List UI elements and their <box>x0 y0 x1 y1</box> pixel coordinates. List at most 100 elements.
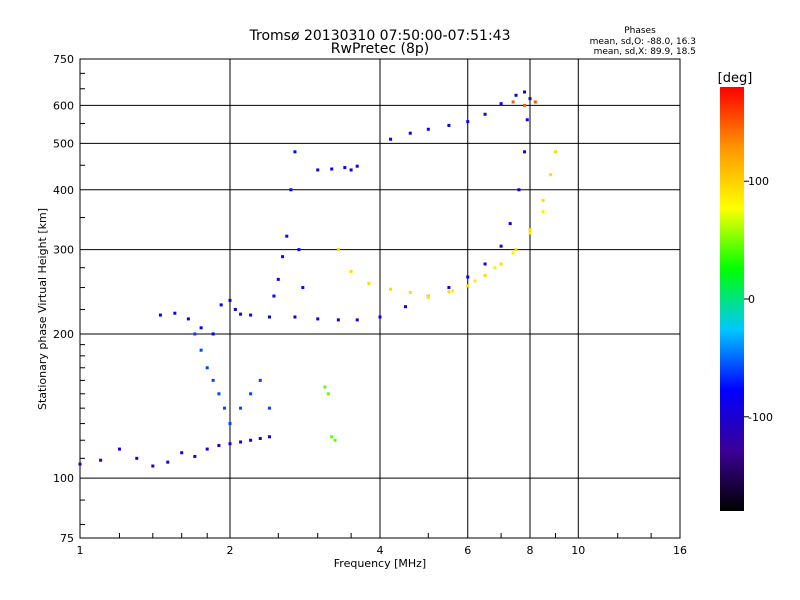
data-point <box>211 332 215 336</box>
data-point <box>205 366 209 370</box>
data-point <box>223 406 227 410</box>
data-point <box>523 90 527 94</box>
data-point <box>217 443 221 447</box>
data-point <box>239 440 243 444</box>
data-point <box>205 447 209 451</box>
colorbar-tick-label: -100 <box>748 411 773 424</box>
data-point <box>499 262 503 266</box>
data-point <box>514 248 518 252</box>
x-tick-label: 8 <box>527 544 534 557</box>
data-point <box>267 315 271 319</box>
data-point <box>451 289 455 293</box>
data-point <box>466 120 470 124</box>
data-point <box>483 262 487 266</box>
data-point <box>199 326 203 330</box>
x-tick-label: 2 <box>227 544 234 557</box>
data-points <box>78 90 557 468</box>
y-tick-label: 200 <box>53 328 74 341</box>
data-point <box>158 313 162 317</box>
data-point <box>523 150 527 154</box>
data-point <box>166 460 170 464</box>
data-point <box>330 435 334 439</box>
data-point <box>217 392 221 396</box>
data-point <box>528 228 532 232</box>
data-point <box>233 307 237 311</box>
data-point <box>533 100 537 104</box>
data-point <box>466 275 470 279</box>
data-point <box>426 296 430 300</box>
data-point <box>239 312 243 316</box>
data-point <box>239 406 243 410</box>
y-tick-label: 400 <box>53 184 74 197</box>
chart-subtitle: RwPretec (8p) <box>331 41 429 57</box>
data-point <box>525 118 529 122</box>
colorbar-label: [deg] <box>718 71 753 86</box>
data-point <box>258 378 262 382</box>
data-point <box>289 188 293 192</box>
phase-stats-o-mode: mean, sd,O: -88.0, 16.3 <box>590 37 696 47</box>
data-point <box>267 435 271 439</box>
data-point <box>499 244 503 248</box>
data-point <box>517 188 521 192</box>
phase-stats-heading: Phases <box>624 26 656 36</box>
data-point <box>186 317 190 321</box>
data-point <box>249 313 253 317</box>
data-point <box>249 438 253 442</box>
data-point <box>466 284 470 288</box>
x-axis-label: Frequency [MHz] <box>334 557 426 570</box>
x-tick-label: 10 <box>571 544 585 557</box>
data-point <box>272 294 276 298</box>
data-point <box>541 210 545 214</box>
data-point <box>349 168 353 172</box>
data-point <box>511 100 515 104</box>
y-tick-label: 100 <box>53 472 74 485</box>
data-point <box>326 392 330 396</box>
data-point <box>528 97 532 101</box>
data-point <box>553 150 557 154</box>
data-point <box>508 222 512 226</box>
data-point <box>78 462 82 466</box>
data-point <box>447 286 451 290</box>
data-point <box>408 291 412 295</box>
y-tick-label: 750 <box>53 53 74 66</box>
data-point <box>343 166 347 170</box>
data-point <box>281 255 285 259</box>
data-point <box>117 447 121 451</box>
y-axis-label: Stationary phase Virtual Height [km] <box>36 208 49 410</box>
data-point <box>219 303 223 307</box>
data-point <box>528 231 532 235</box>
y-tick-label: 75 <box>60 532 74 545</box>
data-point <box>276 277 280 281</box>
data-point <box>330 167 334 171</box>
data-point <box>316 317 320 321</box>
data-point <box>151 464 155 468</box>
data-point <box>483 273 487 277</box>
data-point <box>355 164 359 168</box>
colorbar <box>720 87 744 511</box>
data-point <box>228 422 232 426</box>
x-tick-label: 16 <box>673 544 687 557</box>
data-point <box>285 234 289 238</box>
y-tick-label: 500 <box>53 137 74 150</box>
data-point <box>408 131 412 135</box>
data-point <box>514 93 518 97</box>
data-point <box>336 248 340 252</box>
data-point <box>323 385 327 389</box>
data-point <box>378 315 382 319</box>
data-point <box>493 266 497 270</box>
x-tick-label: 6 <box>464 544 471 557</box>
data-point <box>199 348 203 352</box>
data-point <box>173 311 177 315</box>
data-point <box>367 281 371 285</box>
y-tick-label: 600 <box>53 99 74 112</box>
data-point <box>499 102 503 106</box>
phase-stats-x-mode: mean, sd,X: 89.9, 18.5 <box>594 47 696 57</box>
data-point <box>293 150 297 154</box>
data-point <box>301 286 305 290</box>
y-tick-label: 300 <box>53 244 74 257</box>
grid-lines <box>80 59 680 538</box>
data-point <box>99 458 103 462</box>
data-point <box>523 103 527 107</box>
data-point <box>349 270 353 274</box>
